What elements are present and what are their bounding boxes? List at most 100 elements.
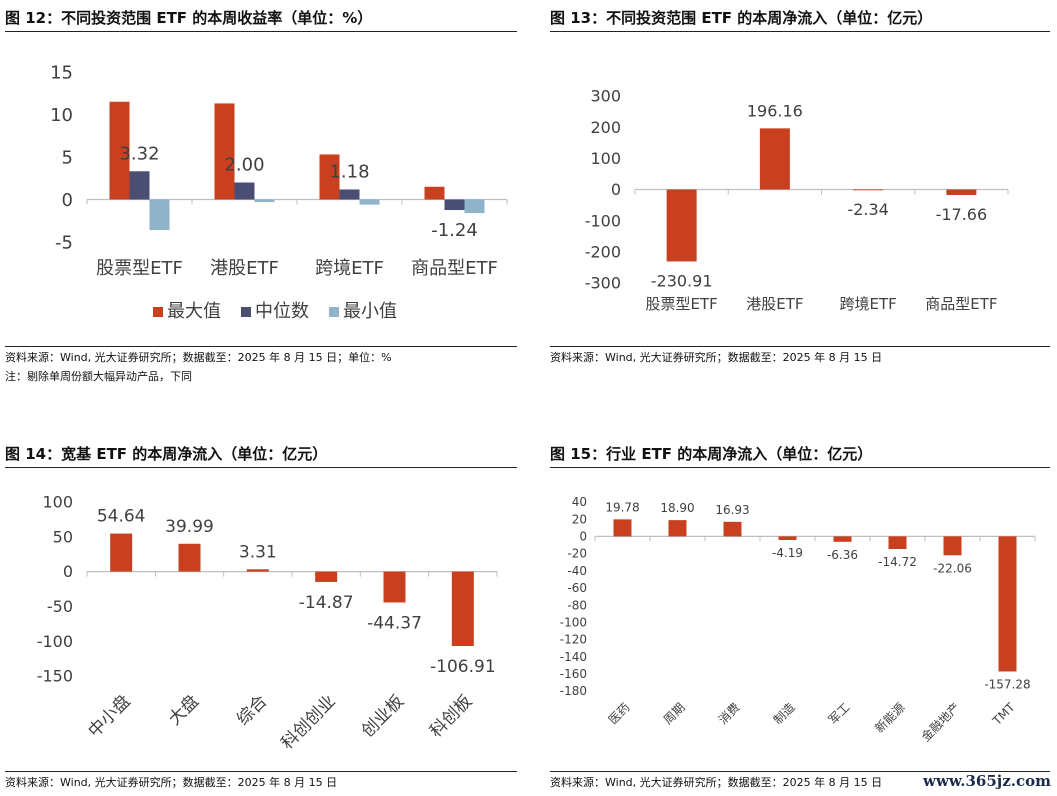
y-tick-label: -300 (585, 274, 621, 293)
bar (214, 103, 235, 200)
data-label: 3.32 (119, 143, 159, 164)
category-label: 股票型ETF (96, 258, 183, 279)
category-label: 周期 (661, 700, 688, 727)
data-label: 2.00 (224, 155, 264, 176)
bar (668, 520, 687, 537)
chart-title: 图 15：行业 ETF 的本周净流入（单位：亿元） (550, 445, 873, 463)
data-label: -4.19 (772, 546, 803, 560)
y-tick-label: 0 (62, 190, 73, 211)
category-label: 金融地产 (918, 700, 963, 745)
category-label: 创业板 (358, 691, 408, 741)
data-label: -6.36 (827, 548, 858, 562)
chart-returns-by-scope: 15 10 5 0 -5 3.32 2.00 1.18 -1.24 股票型ETF 港股ETF 跨境ET… (50, 62, 508, 322)
y-tick-label: 100 (590, 149, 621, 168)
data-label: 39.99 (165, 517, 214, 537)
category-label: TMT (989, 700, 1018, 729)
category-label: 中小盘 (84, 691, 134, 741)
bar (424, 186, 445, 200)
title-rule (550, 31, 1050, 32)
bar (451, 571, 474, 647)
category-label: 跨境ETF (315, 258, 384, 279)
category-label: 军工 (826, 700, 853, 727)
bar (778, 536, 797, 540)
chart-industry-inflow: 40 20 0 -20 -40 -60 -80 -100 -120 -140 -160 -180 19.… (560, 495, 1036, 745)
chart-title: 图 13：不同投资范围 ETF 的本周净流入（单位：亿元） (550, 9, 933, 27)
bar (178, 543, 201, 572)
panel-fig12: 图 12：不同投资范围 ETF 的本周收益率（单位：%） 15 10 5 0 -5 3.3… (5, 0, 517, 390)
data-label: 196.16 (747, 101, 803, 120)
category-label: 制造 (771, 700, 798, 727)
panel-fig13: 图 13：不同投资范围 ETF 的本周净流入（单位：亿元） 300 200 100 0… (550, 0, 1050, 370)
data-label: 3.31 (239, 542, 277, 562)
bar (149, 199, 170, 231)
category-label: 新能源 (872, 700, 908, 736)
panel-fig14: 图 14：宽基 ETF 的本周净流入（单位：亿元） 100 50 0 -50 -100 -… (5, 436, 517, 791)
y-tick-label: 0 (579, 530, 587, 544)
category-label: 港股ETF (746, 295, 803, 313)
y-tick-label: 0 (611, 180, 621, 199)
bar (254, 199, 275, 203)
bar (946, 189, 977, 196)
source-rule (5, 346, 517, 347)
bar (339, 189, 360, 200)
y-tick-label: -200 (585, 242, 621, 261)
bar (110, 533, 133, 572)
y-tick-label: -5 (55, 232, 73, 253)
y-tick-label: -100 (37, 632, 73, 651)
category-label: 消费 (716, 700, 743, 727)
category-label: 跨境ETF (839, 295, 896, 313)
y-tick-label: 5 (62, 147, 73, 168)
source-note: 资料来源：Wind, 光大证券研究所；数据截至：2025 年 8 月 15 日 (5, 776, 338, 789)
bar (315, 571, 338, 582)
y-tick-label: 200 (590, 118, 621, 137)
category-label: 商品型ETF (411, 258, 498, 279)
y-tick-label: -180 (560, 684, 587, 698)
source-note: 资料来源：Wind, 光大证券研究所；数据截至：2025 年 8 月 15 日 (550, 776, 883, 789)
data-label: 54.64 (97, 507, 146, 527)
y-tick-label: -80 (567, 598, 587, 612)
legend-label: 最大值 (167, 301, 221, 322)
watermark-text: www.365jz.com (923, 772, 1051, 790)
category-label: 科创创业 (277, 691, 339, 753)
y-tick-label: 40 (572, 495, 587, 509)
y-tick-label: -160 (560, 667, 587, 681)
category-label: 大盘 (165, 691, 203, 729)
source-rule (550, 771, 1050, 772)
chart-title: 图 14：宽基 ETF 的本周净流入（单位：亿元） (5, 445, 328, 463)
data-label: -2.34 (847, 200, 888, 219)
y-tick-label: -150 (37, 667, 73, 686)
data-label: 18.90 (660, 501, 694, 515)
bar (853, 189, 884, 191)
chart-title: 图 12：不同投资范围 ETF 的本周收益率（单位：%） (5, 9, 373, 27)
data-label: 1.18 (329, 161, 369, 182)
title-rule (5, 467, 517, 468)
data-label: -1.24 (431, 220, 478, 241)
y-tick-label: -60 (567, 581, 587, 595)
data-label: -106.91 (430, 657, 496, 677)
source-rule (5, 771, 517, 772)
bar (383, 571, 406, 603)
legend-label: 最小值 (343, 301, 397, 322)
y-tick-label: 10 (50, 105, 73, 126)
category-label: 综合 (233, 691, 271, 729)
chart-broad-base-inflow: 100 50 0 -50 -100 -150 54.64 39.99 3.31 -14.87 -44… (37, 493, 498, 754)
category-label: 商品型ETF (925, 295, 997, 313)
bar (234, 182, 255, 200)
source-note: 资料来源：Wind, 光大证券研究所；数据截至：2025 年 8 月 15 日；… (5, 351, 392, 364)
y-tick-label: 300 (590, 87, 621, 106)
bar (613, 519, 632, 537)
legend-swatch (241, 307, 251, 317)
bar (888, 536, 907, 550)
data-label: 19.78 (605, 500, 639, 514)
footnote: 注：剔除单周份额大幅异动产品，下同 (5, 370, 192, 383)
bar (998, 536, 1017, 672)
category-label: 港股ETF (210, 258, 279, 279)
y-tick-label: -50 (47, 597, 73, 616)
title-rule (550, 467, 1050, 468)
y-tick-label: -100 (585, 211, 621, 230)
bar (759, 128, 790, 190)
bar (444, 199, 465, 211)
bar (943, 536, 962, 556)
chart-inflow-by-scope: 300 200 100 0 -100 -200 -300 -230.91 196.16 -2.34… (585, 87, 1009, 313)
legend-label: 中位数 (255, 301, 309, 322)
